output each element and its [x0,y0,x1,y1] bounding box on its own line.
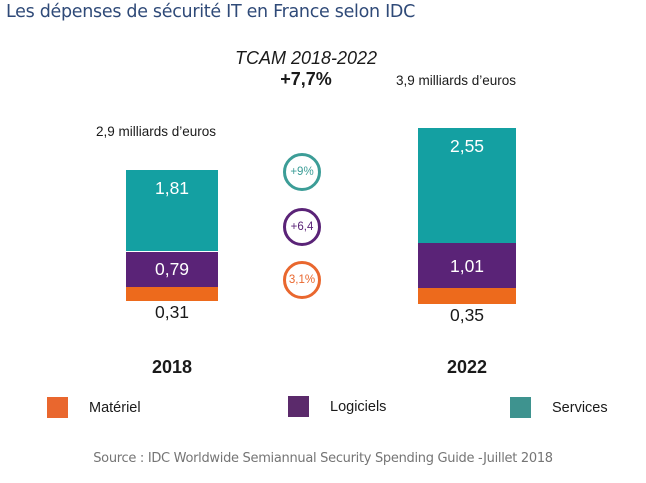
data-label: 0,31 [154,302,190,322]
bar-segment-services-2018: 1,81 [126,170,218,252]
legend-swatch-materiel [47,397,68,418]
legend-label: Services [552,399,608,416]
data-label: 1,81 [154,178,190,199]
data-label: 0,79 [154,259,190,280]
bar-segment-logiciels-2022: 1,01 [418,242,516,289]
growth-badge-label: +6,4 [290,221,314,233]
legend-label: Logiciels [330,398,387,415]
legend-swatch-logiciels [288,396,309,417]
legend-swatch-services [510,397,531,418]
growth-badge-services: +9% [283,153,321,191]
bar-segment-logiciels-2018: 0,79 [126,251,218,288]
growth-badge-label: 3,1% [288,274,316,286]
growth-badge-label: +9% [290,166,314,178]
growth-badge-materiel: 3,1% [283,261,321,299]
total-label-2022: 3,9 milliards d’euros [396,73,517,89]
page-title: Les dépenses de sécurité IT en France se… [6,2,416,22]
legend-label: Matériel [89,399,141,416]
x-tick-label: 2018 [151,357,193,377]
growth-badge-logiciels: +6,4 [283,208,321,246]
bar-segment-services-2022: 2,55 [418,128,516,243]
bar-segment-matriel-2018 [126,287,218,301]
source-note: Source : IDC Worldwide Semiannual Securi… [93,451,553,466]
total-label-2018: 2,9 milliards d’euros [96,124,217,140]
tcam-label: TCAM 2018-2022 [234,48,378,68]
legend-item-logiciels: Logiciels [288,396,386,417]
data-label: 1,01 [449,255,485,276]
legend-item-services: Services [510,397,608,418]
data-label: 2,55 [449,136,485,157]
data-label: 0,35 [449,305,485,325]
bar-segment-matriel-2022 [418,288,516,304]
legend-item-materiel: Matériel [47,397,141,418]
tcam-value: +7,7% [280,69,332,89]
x-tick-label: 2022 [446,357,488,377]
